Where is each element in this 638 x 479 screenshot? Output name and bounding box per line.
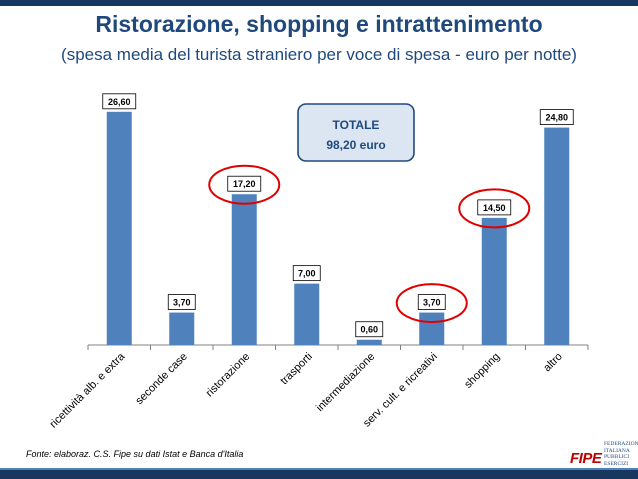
chart-title: Ristorazione, shopping e intrattenimento — [95, 11, 543, 37]
data-label-box — [292, 265, 321, 282]
bar-ricettivita-alb-e-extra — [106, 111, 132, 345]
bar-altro — [544, 127, 570, 345]
bottom-accent-bar — [0, 470, 638, 479]
chart-subtitle: (spesa media del turista straniero per v… — [61, 45, 577, 64]
x-tick-label: altro — [541, 351, 565, 375]
fipe-logo-text: FEDERAZIONE ITALIANA PUBBLICI ESERCIZI — [604, 441, 638, 467]
x-tick-label: trasporti — [278, 351, 315, 388]
data-label: 0,60 — [360, 325, 378, 335]
data-label-box — [477, 199, 512, 216]
bar-ristorazione — [231, 194, 257, 345]
bar-intermediazione — [356, 339, 382, 345]
bottom-accent-line — [0, 468, 638, 470]
data-label: 3,70 — [423, 298, 441, 308]
data-label-box — [417, 294, 446, 310]
data-label: 24,80 — [545, 113, 568, 123]
x-tick-label: shopping — [462, 351, 502, 391]
data-label-box — [102, 93, 137, 110]
bar-serv-cult-e-ricreativi — [419, 312, 445, 345]
data-label-box — [227, 175, 262, 192]
data-label-box — [539, 109, 574, 125]
bar-trasporti — [294, 283, 320, 345]
x-tick-label: seconde case — [133, 351, 189, 407]
data-label: 3,70 — [173, 298, 191, 308]
bar-seconde-case — [169, 312, 195, 345]
total-label: TOTALE — [333, 118, 380, 132]
fipe-logo: FIPE FEDERAZIONE ITALIANA PUBBLICI ESERC… — [570, 436, 638, 472]
highlight-circle-ristorazione — [208, 164, 281, 205]
data-label: 26,60 — [108, 97, 131, 107]
data-label-box — [355, 321, 384, 338]
data-label: 17,20 — [233, 179, 256, 189]
source-note: Fonte: elaboraz. C.S. Fipe su dati Istat… — [26, 449, 244, 459]
fipe-logo-word: FIPE — [570, 450, 602, 467]
highlight-circle-shopping — [458, 188, 531, 229]
total-value: 98,20 euro — [326, 138, 385, 152]
data-label: 14,50 — [483, 203, 506, 213]
x-tick-label: intermediazione — [314, 351, 377, 414]
bar-shopping — [481, 217, 507, 345]
highlight-circle-serv-cult-e-ricreativi — [395, 283, 468, 324]
total-box — [297, 103, 415, 162]
top-accent-bar — [0, 0, 638, 6]
data-label: 7,00 — [298, 269, 316, 279]
x-tick-label: ricettività alb. e extra — [48, 350, 128, 430]
data-label-box — [167, 294, 196, 310]
x-tick-label: ristorazione — [204, 351, 253, 400]
